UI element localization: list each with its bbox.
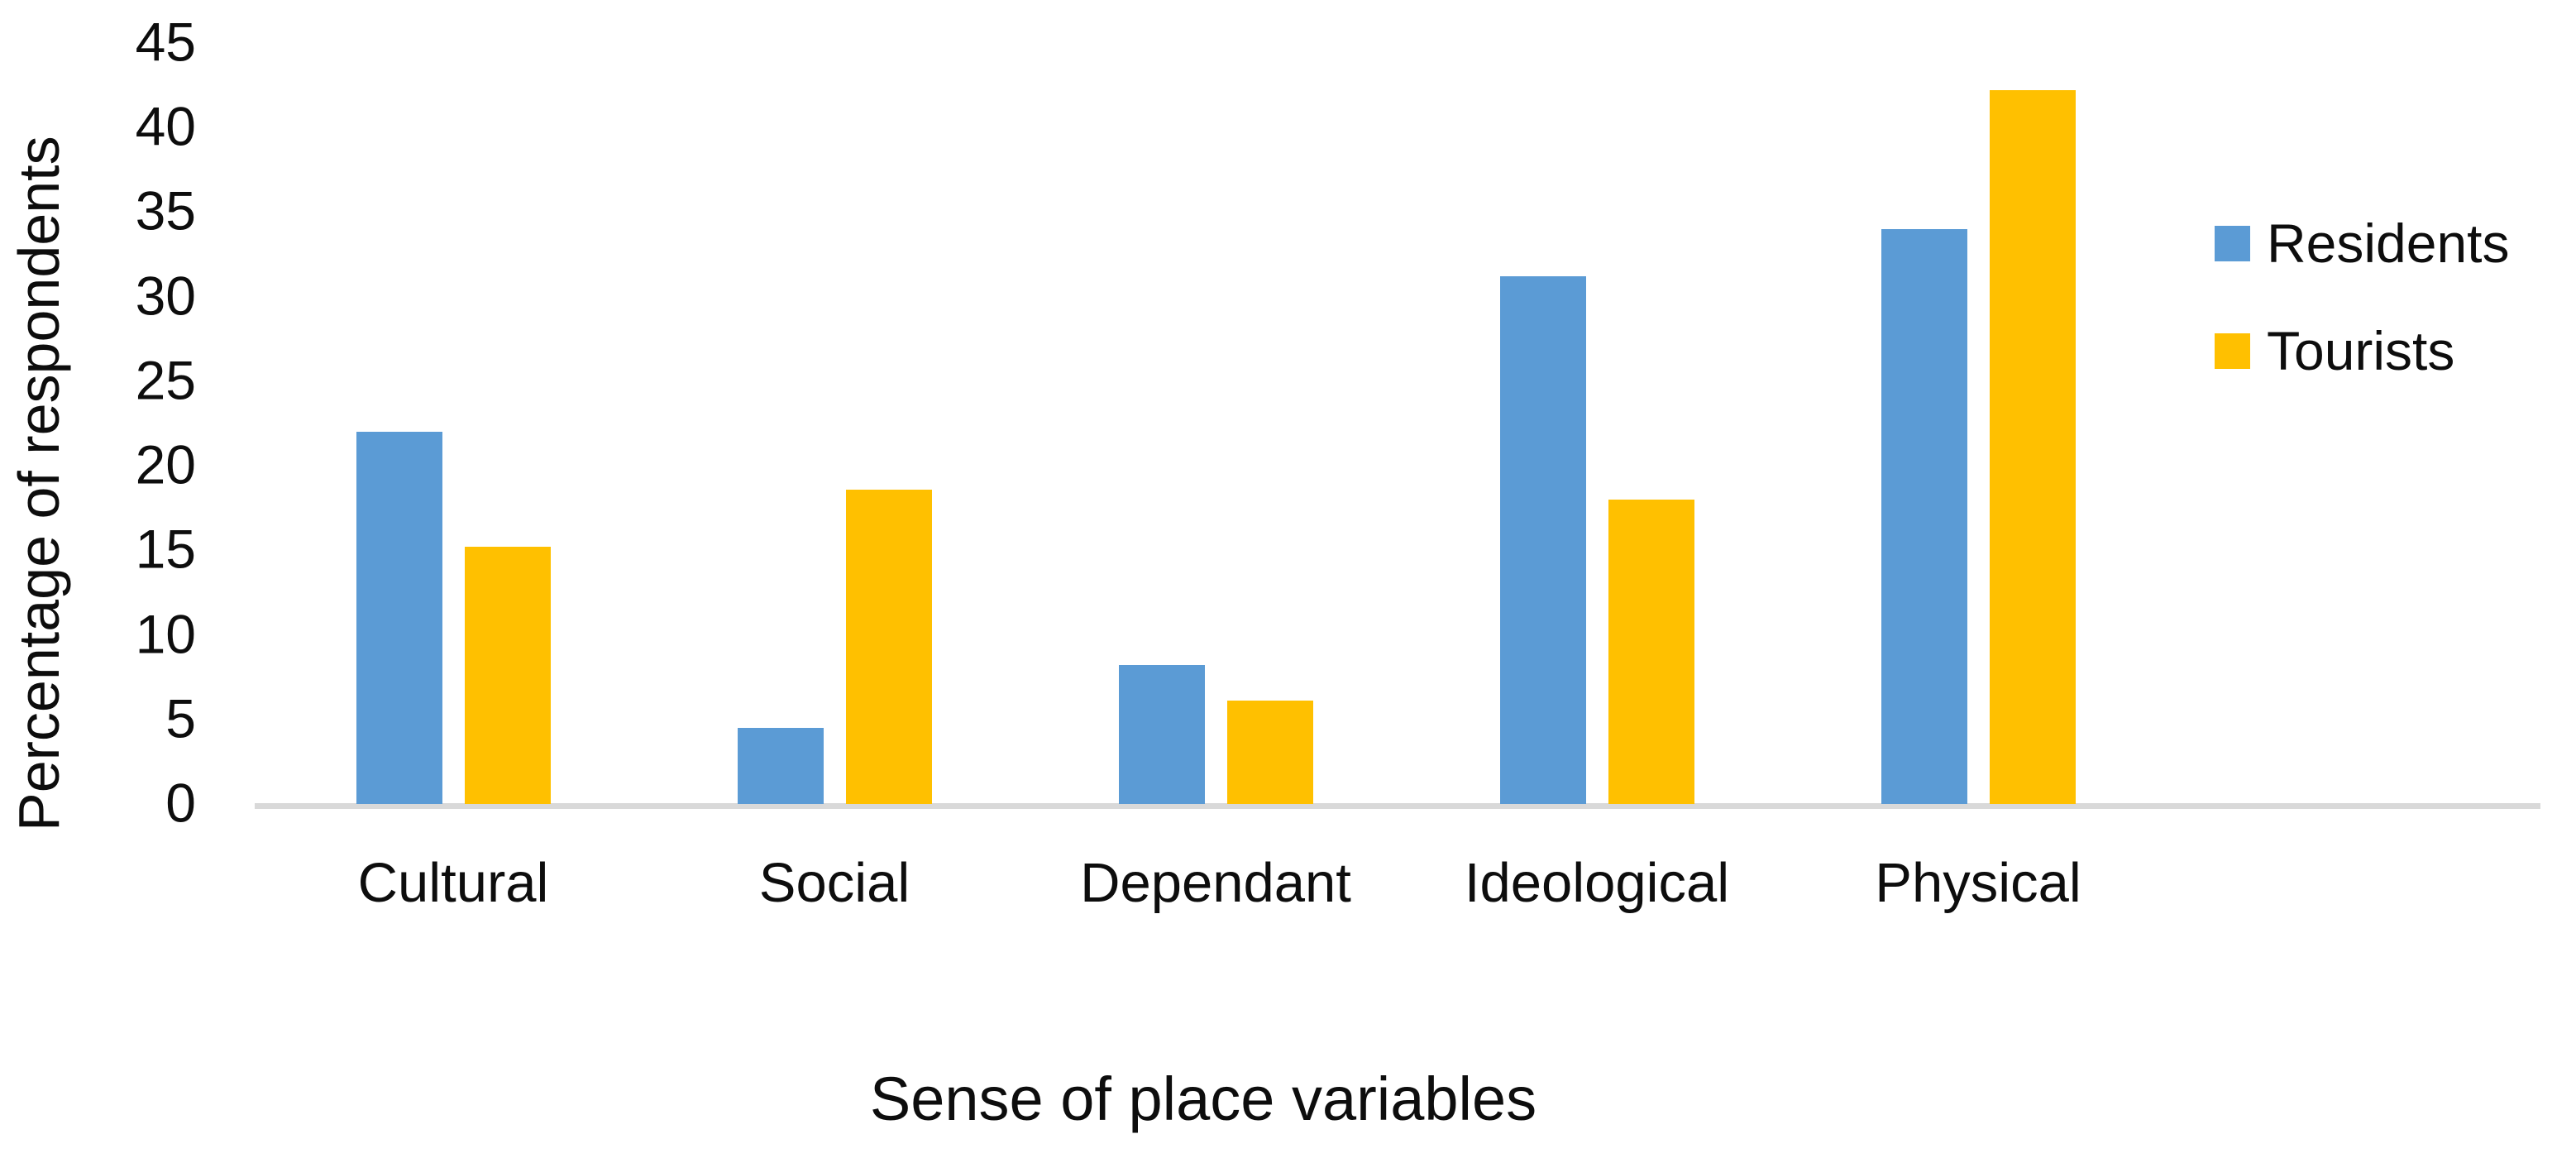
- y-tick-label: 20: [135, 433, 196, 495]
- bar-residents-social: [737, 728, 824, 804]
- category-label-dependant: Dependant: [1080, 852, 1351, 914]
- bar-tourists-dependant: [1226, 701, 1313, 804]
- y-tick-label: 0: [165, 772, 196, 834]
- legend-item-tourists: Tourists: [2215, 320, 2455, 381]
- y-tick-label: 5: [165, 687, 196, 749]
- y-tick-label: 35: [135, 180, 196, 242]
- bar-tourists-cultural: [464, 547, 551, 804]
- bar-tourists-physical: [1989, 90, 2076, 804]
- legend-swatch-icon: [2215, 333, 2250, 369]
- category-label-ideological: Ideological: [1464, 852, 1730, 914]
- bar-residents-physical: [1881, 229, 1967, 804]
- legend-item-residents: Residents: [2215, 213, 2510, 274]
- y-tick-label: 40: [135, 95, 196, 157]
- bar-tourists-social: [845, 490, 932, 804]
- bar-residents-ideological: [1499, 276, 1586, 804]
- y-tick-label: 10: [135, 603, 196, 665]
- bar-tourists-ideological: [1608, 500, 1694, 804]
- y-tick-label: 25: [135, 349, 196, 411]
- y-tick-label: 30: [135, 265, 196, 327]
- x-axis-title: Sense of place variables: [869, 1065, 1537, 1133]
- category-label-social: Social: [758, 852, 910, 914]
- bar-residents-dependant: [1118, 665, 1205, 804]
- bar-residents-cultural: [356, 432, 442, 804]
- x-axis-line: [255, 803, 2540, 809]
- legend-label: Tourists: [2267, 320, 2455, 381]
- y-tick-label: 45: [135, 11, 196, 73]
- category-label-physical: Physical: [1875, 852, 2081, 914]
- y-tick-label: 15: [135, 519, 196, 581]
- category-label-cultural: Cultural: [357, 852, 549, 914]
- legend-swatch-icon: [2215, 225, 2250, 261]
- legend-label: Residents: [2267, 213, 2510, 274]
